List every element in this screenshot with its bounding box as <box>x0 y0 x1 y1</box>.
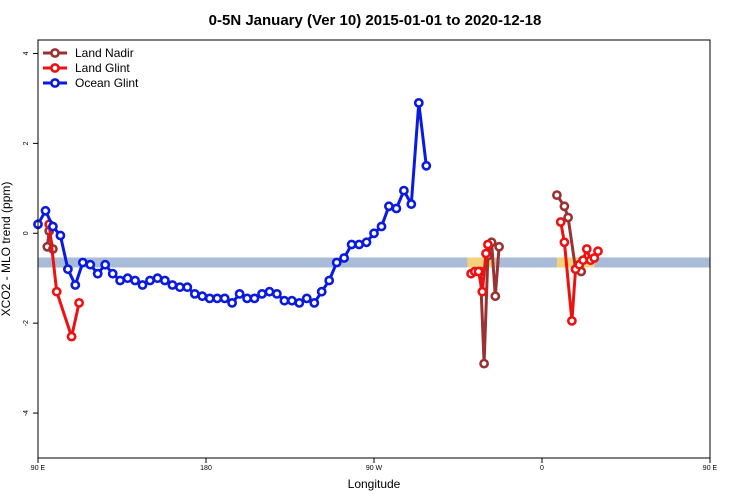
data-point <box>145 275 155 286</box>
data-point <box>227 297 237 308</box>
data-point <box>331 257 342 268</box>
data-point <box>494 241 504 252</box>
x-axis: 90 E 180 90 W 0 90 E <box>31 458 718 472</box>
data-point <box>212 293 223 304</box>
y-tick-label: 0 <box>23 231 30 235</box>
data-point <box>182 282 193 293</box>
y-tick-label: 4 <box>23 51 30 55</box>
data-point <box>398 185 409 196</box>
data-point <box>92 268 103 279</box>
data-point <box>115 275 125 286</box>
data-point <box>581 244 592 254</box>
legend-label: Ocean Glint <box>75 76 139 90</box>
data-point <box>391 203 402 214</box>
data-point <box>234 288 245 299</box>
data-point <box>189 288 200 299</box>
data-point <box>100 259 111 270</box>
legend-label: Land Glint <box>75 61 130 75</box>
y-tick-label: -2 <box>23 320 30 326</box>
data-point <box>421 160 432 171</box>
data-point <box>473 266 484 277</box>
data-point <box>346 239 357 250</box>
data-point <box>481 248 491 259</box>
legend-swatch-point <box>50 63 60 73</box>
data-point <box>324 275 335 286</box>
x-tick-label: 0 <box>540 465 544 472</box>
data-point <box>40 205 51 216</box>
data-point <box>413 98 424 108</box>
data-point <box>51 286 62 297</box>
data-point <box>383 201 394 212</box>
data-point <box>406 199 417 209</box>
data-point <box>339 253 349 263</box>
data-point <box>130 275 140 286</box>
data-point <box>369 228 379 239</box>
data-point <box>361 237 372 248</box>
data-point <box>204 293 215 304</box>
x-tick-label: 180 <box>200 465 212 472</box>
x-axis-label: Longitude <box>348 477 401 491</box>
data-point <box>107 268 118 279</box>
data-point <box>567 315 577 326</box>
legend-swatch-point <box>50 48 60 58</box>
data-point <box>249 293 260 304</box>
y-tick-label: -4 <box>23 410 30 416</box>
data-point <box>279 295 290 306</box>
data-point <box>477 286 488 297</box>
data-point <box>559 201 570 212</box>
chart-title: 0-5N January (Ver 10) 2015-01-01 to 2020… <box>209 12 542 29</box>
data-point <box>563 212 573 223</box>
data-point <box>122 273 133 284</box>
data-point <box>555 217 566 227</box>
data-point <box>294 297 305 308</box>
y-axis-label: XCO2 - MLO trend (ppm) <box>0 182 13 317</box>
series-layer <box>33 98 603 369</box>
x-tick-label: 90 W <box>366 465 383 472</box>
data-point <box>48 221 58 232</box>
data-point <box>552 190 562 200</box>
legend-label: Land Nadir <box>75 46 134 60</box>
y-axis: -4 -2 0 2 4 <box>23 51 38 416</box>
data-point <box>167 280 178 290</box>
data-point <box>482 239 493 250</box>
data-point <box>271 288 282 299</box>
data-point <box>63 264 73 275</box>
data-point <box>301 293 312 304</box>
legend-item: Land Nadir <box>43 46 134 60</box>
data-point <box>490 291 501 302</box>
band-highlight-0 <box>467 257 496 268</box>
data-point <box>70 280 81 290</box>
legend-item: Land Glint <box>43 61 130 75</box>
data-point <box>257 288 267 299</box>
data-point <box>159 275 170 286</box>
data-point <box>316 286 327 297</box>
data-point <box>376 221 387 232</box>
band-fill <box>38 257 710 268</box>
data-point <box>219 293 230 304</box>
legend-item: Ocean Glint <box>43 76 139 90</box>
data-point <box>66 331 77 342</box>
series-line <box>47 224 81 339</box>
data-point <box>309 297 320 308</box>
data-point <box>593 246 603 257</box>
data-point <box>85 259 96 270</box>
series-land-glint <box>44 217 603 342</box>
data-point <box>137 280 148 290</box>
data-point <box>55 230 66 241</box>
legend-swatch-point <box>50 78 60 88</box>
background-band <box>38 257 710 268</box>
x-tick-label: 90 E <box>703 465 718 472</box>
data-point <box>559 237 570 248</box>
data-point <box>77 257 88 268</box>
data-point <box>479 358 489 369</box>
series-ocean-glint <box>33 98 432 308</box>
y-tick-label: 2 <box>23 141 30 145</box>
data-point <box>74 297 84 308</box>
x-tick-label: 90 E <box>31 465 46 472</box>
